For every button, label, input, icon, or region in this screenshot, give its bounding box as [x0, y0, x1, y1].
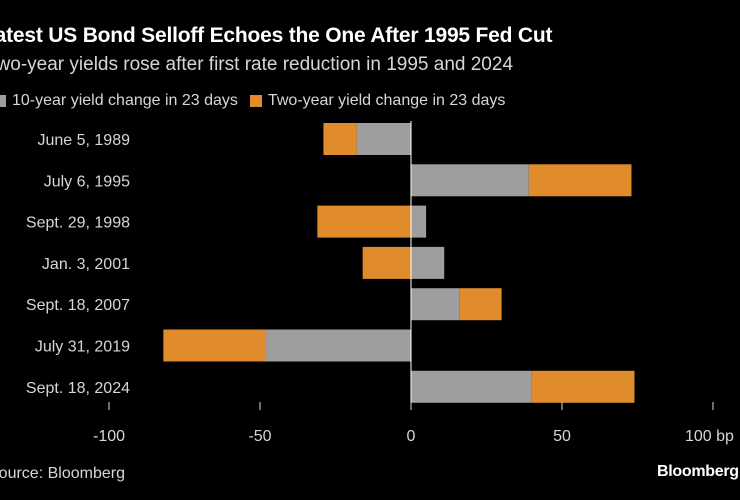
bar-10-year [356, 123, 411, 155]
legend-swatch-10-year [0, 95, 6, 107]
legend-item-10-year: 10-year yield change in 23 days [0, 92, 238, 110]
bar-two-year [163, 329, 267, 362]
category-label: June 5, 1989 [37, 132, 130, 149]
bar-10-year [411, 246, 445, 279]
bar-two-year [323, 123, 357, 155]
chart-legend: 10-year yield change in 23 days Two-year… [0, 92, 517, 110]
legend-label-10-year: 10-year yield change in 23 days [12, 92, 238, 109]
source-note: Source: Bloomberg [0, 465, 125, 482]
bar-10-year [411, 164, 529, 197]
chart-subtitle: Two-year yields rose after first rate re… [0, 54, 514, 75]
bar-10-year [266, 329, 411, 362]
bar-two-year [459, 288, 502, 321]
category-label: Jan. 3, 2001 [42, 256, 130, 273]
bloomberg-logo: Bloomberg [657, 463, 739, 480]
x-tick-label: -100 [93, 428, 125, 445]
category-label: Sept. 18, 2007 [26, 297, 130, 314]
x-tick-label: -50 [248, 428, 271, 445]
bar-two-year [531, 370, 635, 403]
bar-10-year [411, 370, 532, 403]
bar-10-year [411, 288, 460, 321]
legend-label-two-year: Two-year yield change in 23 days [267, 92, 506, 109]
category-label: July 31, 2019 [35, 339, 130, 356]
bar-two-year [317, 205, 411, 238]
x-tick-label: 50 [553, 428, 571, 445]
bar-two-year [362, 246, 411, 279]
bar-two-year [528, 164, 632, 197]
category-label: July 6, 1995 [44, 173, 130, 190]
chart-title: Latest US Bond Selloff Echoes the One Af… [0, 24, 553, 47]
legend-swatch-two-year [249, 95, 262, 107]
x-tick-label: 100 bp [685, 428, 734, 445]
x-tick-label: 0 [407, 428, 416, 445]
category-label: Sept. 18, 2024 [26, 380, 130, 397]
bar-10-year [411, 205, 427, 238]
legend-item-two-year: Two-year yield change in 23 days [249, 92, 506, 110]
category-label: Sept. 29, 1998 [26, 215, 130, 232]
